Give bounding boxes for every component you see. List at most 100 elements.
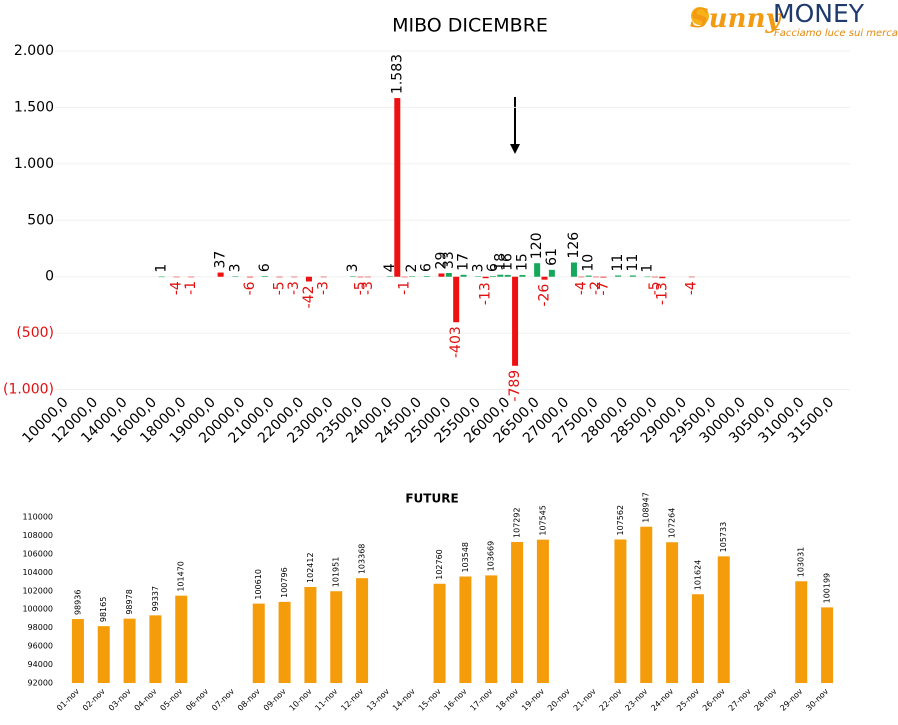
y-tick-label: 92000 — [28, 679, 53, 688]
data-label: -3 — [286, 281, 302, 295]
data-label: 105733 — [719, 522, 728, 553]
data-label: 103548 — [461, 542, 470, 573]
bar — [651, 276, 658, 278]
logo-tagline: Facciamo luce sui mercati — [774, 28, 898, 39]
bar — [386, 276, 393, 277]
data-label: 102760 — [435, 549, 444, 580]
y-tick-label: (500) — [16, 325, 54, 341]
bar — [511, 541, 524, 683]
bar — [409, 276, 416, 278]
bar — [504, 274, 511, 277]
bar — [278, 601, 291, 683]
data-label: -5 — [647, 281, 663, 295]
bar — [489, 276, 496, 277]
bar — [593, 276, 600, 278]
bar — [578, 276, 585, 278]
data-label: 101470 — [177, 561, 186, 592]
bar — [173, 276, 180, 278]
bar — [541, 276, 548, 280]
bar — [482, 276, 489, 279]
bar — [330, 591, 343, 683]
bar — [123, 618, 136, 683]
y-tick-label: 106000 — [22, 549, 53, 558]
bar — [519, 275, 526, 277]
data-label: 126 — [566, 232, 582, 259]
chart-title: MIBO DICEMBRE — [392, 15, 548, 37]
bar — [536, 539, 549, 683]
data-label: -3 — [360, 281, 376, 295]
data-label: 16 — [500, 253, 516, 271]
bar — [585, 275, 592, 277]
data-label: -26 — [537, 284, 553, 307]
data-label: -4 — [684, 281, 700, 295]
y-tick-label: 500 — [27, 212, 54, 228]
y-tick-label: 0 — [45, 269, 54, 285]
data-label: -789 — [507, 370, 523, 402]
bar — [600, 276, 607, 278]
bar — [548, 269, 555, 277]
data-label: -403 — [448, 326, 464, 358]
data-label: -4 — [573, 281, 589, 295]
y-tick-label: 2.000 — [14, 43, 54, 59]
data-label: 107545 — [538, 505, 547, 536]
bar — [291, 276, 298, 278]
bar — [459, 576, 472, 683]
data-label: 61 — [544, 248, 560, 266]
arrow-head — [510, 144, 520, 154]
bar — [497, 274, 504, 277]
logo: Sunny MONEY Facciamo luce sui mercati — [690, 0, 898, 39]
data-label: -42 — [301, 285, 317, 308]
data-label: -7 — [595, 282, 611, 296]
data-label: 103031 — [797, 547, 806, 578]
bar — [438, 273, 445, 277]
data-label: -6 — [242, 281, 258, 295]
data-label: -13 — [478, 282, 494, 305]
bar — [666, 542, 679, 683]
chart-title: FUTURE — [405, 492, 458, 506]
y-tick-label: 100000 — [22, 605, 53, 614]
logo-brand: MONEY — [773, 0, 865, 28]
arrow — [510, 97, 520, 154]
bar — [357, 276, 364, 278]
bar — [644, 276, 651, 278]
bar — [217, 272, 224, 277]
data-label: 120 — [529, 232, 545, 259]
bar — [570, 262, 577, 277]
data-label: 3 — [470, 263, 486, 272]
data-label: 1 — [640, 264, 656, 273]
bar — [821, 607, 834, 683]
data-label: 3 — [345, 263, 361, 272]
data-label: -5 — [352, 281, 368, 295]
data-label: -5 — [272, 281, 288, 295]
data-label: 98978 — [125, 589, 134, 614]
data-label: 101951 — [332, 557, 341, 588]
bar — [232, 276, 239, 277]
data-label: 1.583 — [389, 54, 405, 94]
bar — [247, 276, 254, 278]
y-tick-label: 108000 — [22, 531, 53, 540]
data-label: 98165 — [99, 597, 108, 622]
y-tick-label: (1.000) — [3, 382, 54, 398]
data-label: 100796 — [280, 567, 289, 598]
data-label: 37 — [213, 251, 229, 269]
bar — [401, 276, 408, 278]
y-tick-label: 1.500 — [14, 99, 54, 115]
data-label: -3 — [316, 281, 332, 295]
bar — [475, 276, 482, 277]
data-label: 15 — [514, 253, 530, 271]
data-label: 100610 — [254, 569, 263, 600]
data-label: 102412 — [306, 552, 315, 583]
bar — [320, 276, 327, 278]
bar — [356, 578, 369, 683]
data-label: 103368 — [358, 544, 367, 575]
bar — [97, 626, 110, 683]
data-label: 11 — [625, 254, 641, 272]
bar — [252, 603, 265, 683]
bar — [175, 595, 188, 683]
data-label: 4 — [382, 263, 398, 272]
y-tick-label: 1.000 — [14, 156, 54, 172]
y-tick-label: 110000 — [22, 513, 53, 522]
y-tick-label: 96000 — [28, 642, 53, 651]
